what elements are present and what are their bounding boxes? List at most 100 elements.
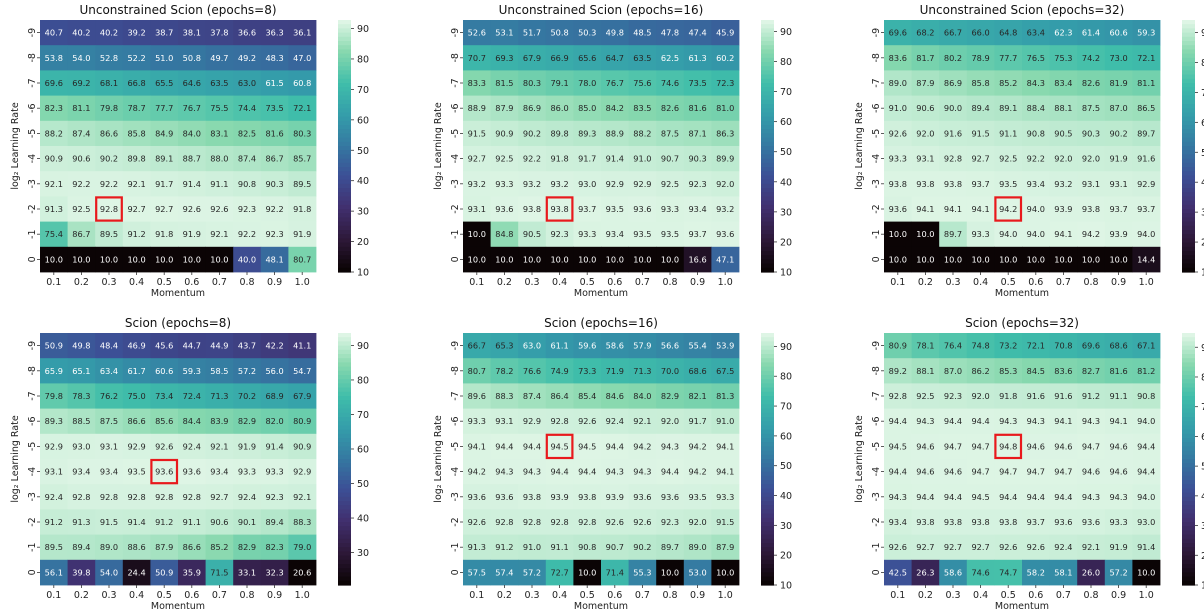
heatmap-cell [95,95,124,122]
colorbar-tick-label: 60 [1201,432,1204,443]
cell-value-label: 92.9 [45,441,63,451]
heatmap-cell [178,559,206,586]
heatmap-cell [260,95,289,122]
colorbar-segment [338,345,351,351]
heatmap-cell [939,433,968,460]
heatmap-cell [288,433,317,460]
colorbar-segment [1182,104,1195,109]
cell-value-label: 70.8 [1054,341,1072,351]
heatmap-cell [911,509,940,535]
colorbar-segment [338,209,351,214]
colorbar-segment [761,480,774,485]
colorbar-segment [1182,66,1195,71]
cell-value-label: 88.1 [1054,103,1072,113]
heatmap-cell [205,459,234,485]
colorbar-tick-label: 70 [357,85,369,96]
heatmap-cell [656,196,685,222]
colorbar-segment [338,417,351,422]
heatmap-cell [260,333,289,359]
cell-value-label: 94.4 [495,441,513,451]
colorbar-segment [761,221,774,227]
colorbar-tick-label: 10 [1201,581,1204,592]
x-tick-label: 0.1 [46,590,61,601]
cell-value-label: 90.6 [916,103,934,113]
colorbar-segment [761,513,774,519]
colorbar-segment [761,517,774,523]
colorbar-segment [1182,425,1195,431]
cell-value-label: 45.6 [155,341,173,351]
cell-value-label: 94.6 [1109,441,1127,451]
colorbar-tick-label: 80 [780,372,792,383]
colorbar-segment [761,74,774,80]
heatmap-cell [150,433,179,460]
cell-value-label: 92.8 [550,517,568,527]
colorbar-segment [1182,129,1195,134]
heatmap-cell [260,221,289,248]
colorbar-segment [1182,555,1195,561]
heatmap-cell [1104,196,1133,222]
cell-value-label: 93.3 [1109,517,1127,527]
cell-value-label: 81.5 [495,78,513,88]
cell-value-label: 94.5 [889,441,907,451]
heatmap-cell [966,171,995,197]
x-tick-label: 1.0 [295,590,310,601]
heatmap-cell [656,95,685,122]
y-tick-label: -8 [871,366,882,375]
heatmap-cell [233,95,262,122]
heatmap-cell [545,534,574,561]
heatmap-cell [628,534,657,561]
colorbar-segment [338,175,351,181]
x-tick-label: 0.9 [690,277,705,288]
colorbar-segment [338,238,351,244]
heatmap-cell [939,534,968,561]
heatmap-cell [260,408,289,435]
heatmap-cell [573,333,602,359]
cell-value-label: 82.9 [661,391,679,401]
cell-value-label: 93.1 [468,204,486,214]
cell-value-label: 89.9 [716,154,734,164]
heatmap-cell [518,171,547,197]
cell-value-label: 92.6 [999,542,1017,552]
cell-value-label: 78.1 [916,341,934,351]
colorbar-segment [761,188,774,193]
heatmap-cell [1132,333,1161,359]
cell-value-label: 94.7 [999,467,1017,477]
colorbar-segment [761,475,774,481]
cell-value-label: 92.0 [688,517,706,527]
colorbar-segment [761,238,774,244]
cell-value-label: 82.6 [661,103,679,113]
heatmap-cell [1022,509,1050,535]
cell-value-label: 93.2 [716,204,734,214]
colorbar-segment [338,200,351,206]
colorbar-segment [338,349,351,355]
heatmap-cell [1132,171,1161,197]
heatmap-cell [178,120,206,147]
cell-value-label: 39.2 [127,28,145,38]
heatmap-cell [545,95,574,122]
y-tick-label: -4 [871,467,882,476]
cell-value-label: 94.2 [633,441,651,451]
colorbar-segment [1182,116,1195,122]
colorbar-segment [761,404,774,410]
colorbar-segment [1182,475,1195,481]
colorbar-segment [1182,370,1195,376]
cell-value-label: 32.3 [265,567,283,577]
colorbar-segment [761,183,774,189]
cell-value-label: 63.0 [238,78,256,88]
heatmap-cell [1132,433,1161,460]
x-tick-label: 0.6 [1028,277,1043,288]
heatmap-cell [966,95,995,122]
cell-value-label: 86.9 [944,78,962,88]
cell-value-label: 88.4 [1027,103,1045,113]
heatmap-cell [911,383,940,409]
heatmap-cell [122,171,151,197]
cell-value-label: 94.4 [889,416,907,426]
colorbar-segment [1182,204,1195,210]
colorbar-segment [761,242,774,248]
x-axis-label: Momentum [151,288,205,299]
cell-value-label: 50.3 [578,28,596,38]
heatmap-cell [463,95,491,122]
cell-value-label: 53.0 [688,567,706,577]
cell-value-label: 10.0 [578,254,596,264]
x-tick-label: 0.8 [1083,590,1098,601]
